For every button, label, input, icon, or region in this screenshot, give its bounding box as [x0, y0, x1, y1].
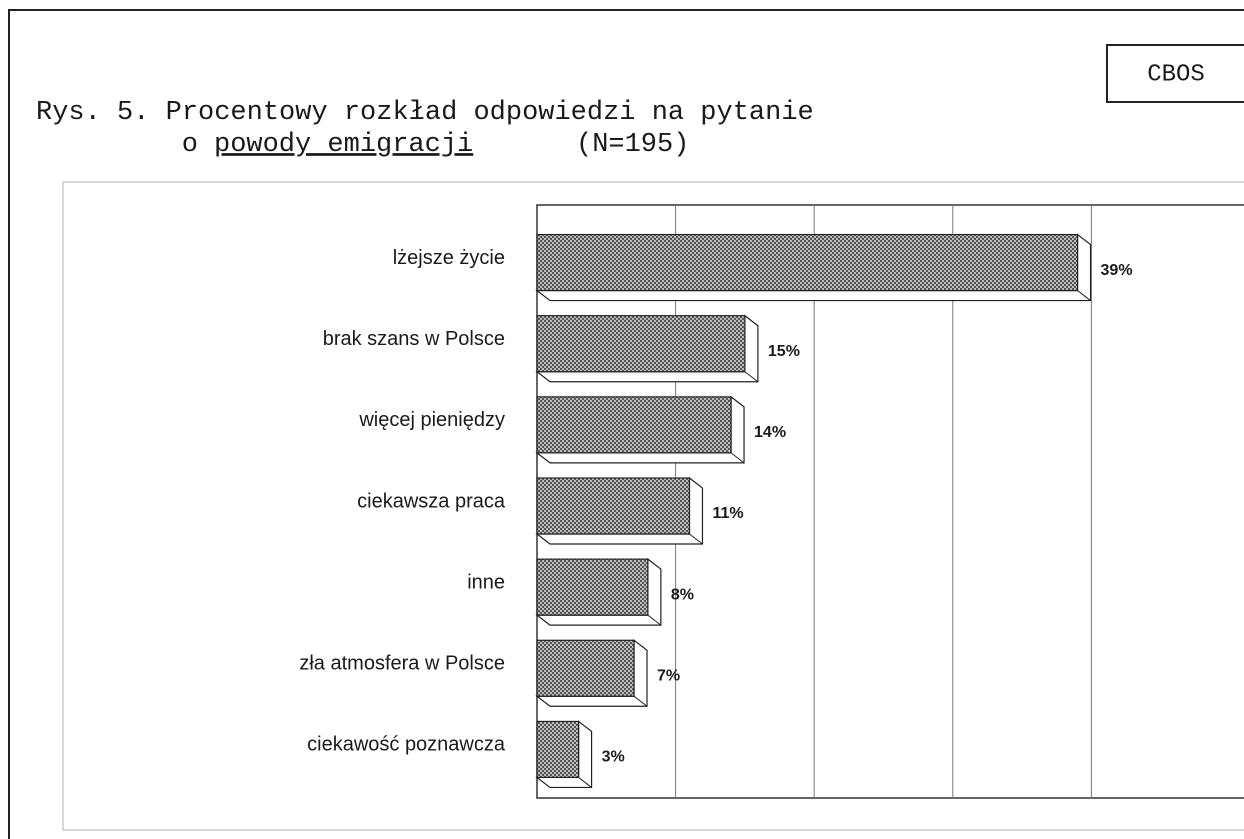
- bar-edge: [744, 371, 759, 383]
- value-label: 8%: [671, 586, 694, 603]
- value-label: 3%: [602, 749, 625, 766]
- title-suffix: (N=195): [576, 130, 689, 160]
- value-label: 15%: [768, 343, 800, 360]
- bar-edge: [730, 452, 745, 464]
- bar: [536, 639, 635, 697]
- bar-edge: [689, 533, 703, 545]
- outer-border: [8, 9, 1244, 839]
- y-tick-label: więcej pieniędzy: [358, 409, 505, 431]
- bar: [536, 233, 1079, 292]
- bar: [536, 477, 691, 535]
- bar: [536, 396, 732, 454]
- bar-edge: [633, 695, 648, 707]
- title-prefix: o: [182, 130, 198, 160]
- bar: [536, 315, 746, 373]
- y-tick-label: lżejsze życie: [393, 247, 505, 269]
- chart-title: Rys. 5. Procentowy rozkład odpowiedzi na…: [36, 98, 814, 128]
- value-label: 7%: [657, 668, 680, 685]
- chart-panel: [62, 181, 1244, 831]
- bar: [536, 720, 580, 779]
- y-tick-label: zła atmosfera w Polsce: [299, 653, 505, 675]
- value-label: 14%: [754, 424, 786, 441]
- y-tick-label: ciekawość poznawcza: [307, 734, 506, 756]
- source-box: [1106, 44, 1244, 103]
- bar-edge: [1077, 290, 1091, 301]
- value-label: 39%: [1101, 262, 1133, 279]
- bar: [536, 558, 649, 616]
- y-tick-label: ciekawsza praca: [357, 490, 506, 512]
- y-tick-label: brak szans w Polsce: [323, 328, 505, 350]
- title-underlined: powody emigracji: [214, 130, 473, 160]
- bar-edge: [647, 614, 662, 626]
- value-label: 11%: [712, 505, 743, 522]
- bar-edge: [578, 777, 592, 788]
- y-tick-label: inne: [467, 571, 505, 593]
- source: CBOS: [1147, 61, 1205, 88]
